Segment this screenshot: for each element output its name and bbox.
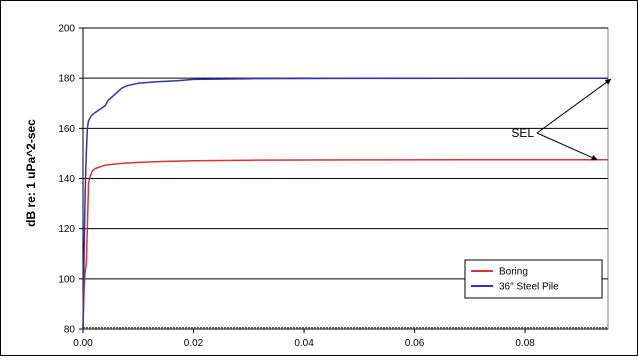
series-line-boring [82, 158, 608, 330]
series-line-steel-pile [82, 77, 608, 330]
x-tick-label: 0.02 [184, 338, 204, 349]
legend-label: 36" Steel Pile [499, 282, 559, 293]
y-tick-label: 80 [64, 325, 76, 336]
y-axis-label: dB re: 1 uPa^2-sec [24, 119, 38, 227]
y-tick-label: 200 [58, 24, 75, 35]
y-tick-label: 180 [58, 74, 75, 85]
x-tick-label: 0.04 [294, 338, 314, 349]
arrow-to-steel-pile [536, 78, 612, 134]
x-tick-label: 0.00 [73, 338, 93, 349]
legend-label: Boring [499, 267, 528, 278]
x-tick-label: 0.08 [515, 338, 535, 349]
legend-box [464, 259, 603, 299]
y-tick-label: 140 [58, 174, 75, 185]
x-tick-label: 0.06 [405, 338, 425, 349]
y-tick-label: 100 [58, 274, 75, 285]
arrow-to-boring [536, 132, 598, 161]
y-tick-label: 120 [58, 224, 75, 235]
annotation-label: SEL [511, 126, 534, 140]
y-tick-label: 160 [58, 124, 75, 135]
